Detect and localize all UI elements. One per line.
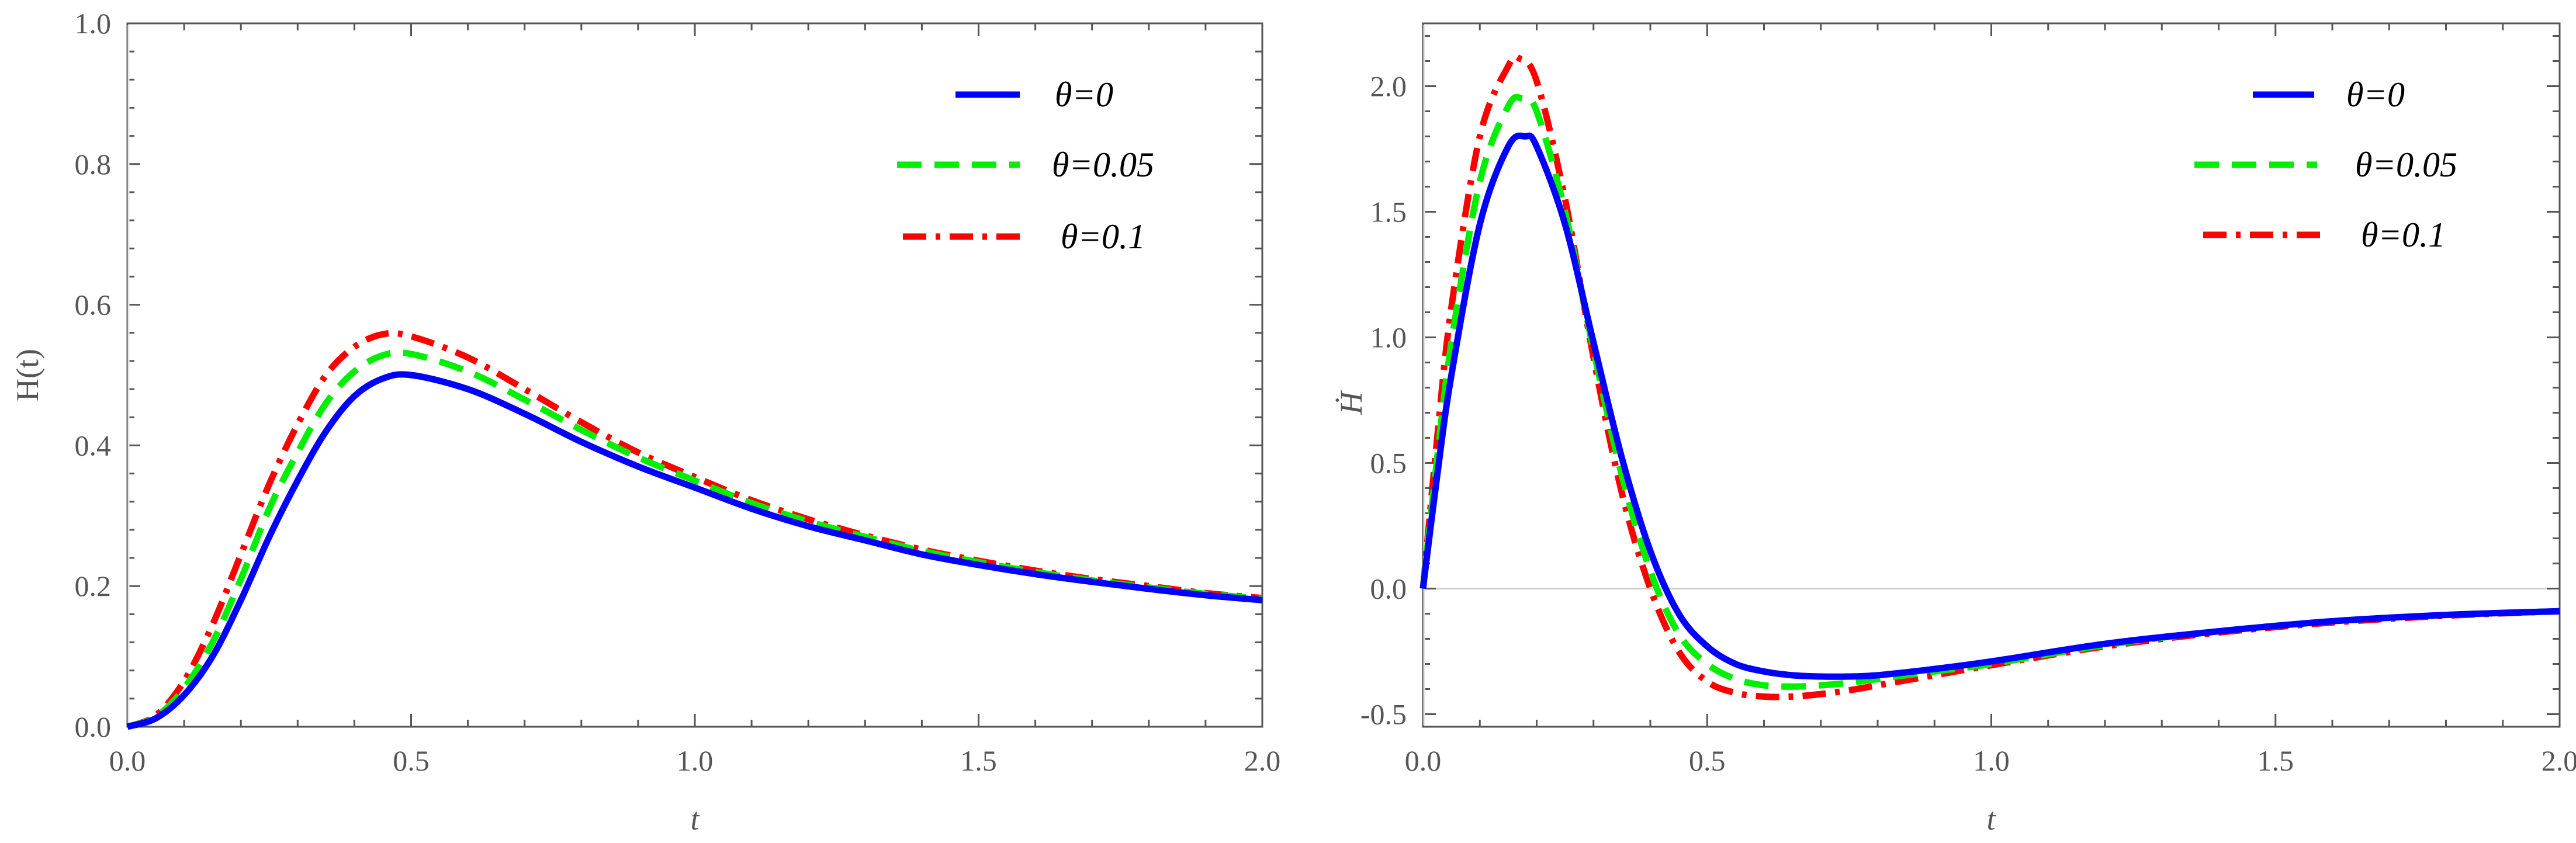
left-legend-entry: θ=0 bbox=[955, 75, 1113, 114]
right-chart-panel: 0.0 0.5 1.0 1.5 2.0 -0.5 0.0 0.5 1.0 1.5… bbox=[1334, 22, 2576, 837]
right-legend-label-theta-0-1: θ=0.1 bbox=[2361, 216, 2446, 254]
right-x-tick-label: 1.5 bbox=[2258, 744, 2294, 777]
left-x-tick-label: 0.0 bbox=[109, 744, 146, 777]
right-y-tick-label: -0.5 bbox=[1360, 698, 1407, 731]
left-y-axis-label: H(t) bbox=[10, 349, 45, 401]
left-plot-frame bbox=[126, 22, 1263, 728]
right-x-tick-label: 0.5 bbox=[1689, 744, 1726, 777]
right-x-tick-label: 1.0 bbox=[1973, 744, 2010, 777]
right-legend-label-theta-0-05: θ=0.05 bbox=[2355, 145, 2457, 184]
right-legend-label-theta-0: θ=0 bbox=[2346, 75, 2405, 114]
left-y-tick-label: 0.0 bbox=[75, 710, 112, 743]
right-x-tick-labels: 0.0 0.5 1.0 1.5 2.0 bbox=[1405, 744, 2576, 777]
right-series-line-0-05 bbox=[1419, 93, 2560, 690]
left-x-tick-label: 1.5 bbox=[960, 744, 997, 777]
left-series-layer bbox=[126, 329, 1263, 730]
right-y-tick-label: 0.5 bbox=[1370, 447, 1407, 480]
left-chart-panel: 0.0 0.5 1.0 1.5 2.0 0.0 0.2 0.4 0.6 0.8 … bbox=[10, 7, 1280, 837]
left-ticks bbox=[126, 22, 1263, 728]
left-legend: θ=0 θ=0.05 θ=0.1 bbox=[897, 75, 1154, 256]
left-series-line-0 bbox=[126, 371, 1263, 730]
right-y-tick-label: 2.0 bbox=[1370, 70, 1407, 103]
left-legend-entry: θ=0.05 bbox=[897, 145, 1154, 184]
right-series-layer bbox=[1419, 53, 2560, 700]
right-ticks bbox=[1422, 23, 2561, 727]
right-legend-entry: θ=0.1 bbox=[2203, 216, 2446, 254]
right-legend-entry: θ=0 bbox=[2253, 75, 2405, 114]
right-series-line-0 bbox=[1419, 132, 2560, 680]
left-y-tick-labels: 0.0 0.2 0.4 0.6 0.8 1.0 bbox=[75, 7, 112, 743]
left-y-tick-label: 0.2 bbox=[75, 570, 112, 602]
left-y-tick-label: 0.4 bbox=[75, 429, 112, 462]
left-x-tick-label: 2.0 bbox=[1244, 744, 1281, 777]
left-y-tick-label: 0.8 bbox=[75, 148, 112, 181]
left-legend-label-theta-0-1: θ=0.1 bbox=[1061, 217, 1145, 256]
left-x-tick-label: 1.0 bbox=[677, 744, 714, 777]
left-series-line-0-1 bbox=[126, 329, 1263, 730]
left-x-tick-labels: 0.0 0.5 1.0 1.5 2.0 bbox=[109, 744, 1281, 777]
right-x-tick-label: 0.0 bbox=[1405, 744, 1442, 777]
left-legend-label-theta-0-05: θ=0.05 bbox=[1052, 145, 1154, 184]
left-y-tick-label: 0.6 bbox=[75, 289, 112, 321]
right-legend-entry: θ=0.05 bbox=[2194, 145, 2457, 184]
right-y-tick-label: 1.5 bbox=[1370, 196, 1407, 228]
left-y-tick-label: 1.0 bbox=[75, 7, 112, 40]
left-x-axis-label: t bbox=[690, 802, 700, 837]
right-y-tick-label: 0.0 bbox=[1370, 573, 1407, 605]
right-y-tick-labels: -0.5 0.0 0.5 1.0 1.5 2.0 bbox=[1360, 70, 1407, 731]
left-series-line-0-05 bbox=[126, 349, 1263, 730]
left-legend-label-theta-0: θ=0 bbox=[1055, 75, 1113, 114]
right-y-tick-label: 1.0 bbox=[1370, 321, 1407, 354]
left-x-tick-label: 0.5 bbox=[393, 744, 430, 777]
right-x-tick-label: 2.0 bbox=[2542, 744, 2576, 777]
right-x-axis-label: t bbox=[1986, 802, 1996, 837]
right-legend: θ=0 θ=0.05 θ=0.1 bbox=[2194, 75, 2457, 254]
right-plot-frame bbox=[1422, 22, 2561, 728]
left-legend-entry: θ=0.1 bbox=[903, 217, 1145, 256]
right-y-axis-label: Ḣ bbox=[1334, 390, 1369, 415]
